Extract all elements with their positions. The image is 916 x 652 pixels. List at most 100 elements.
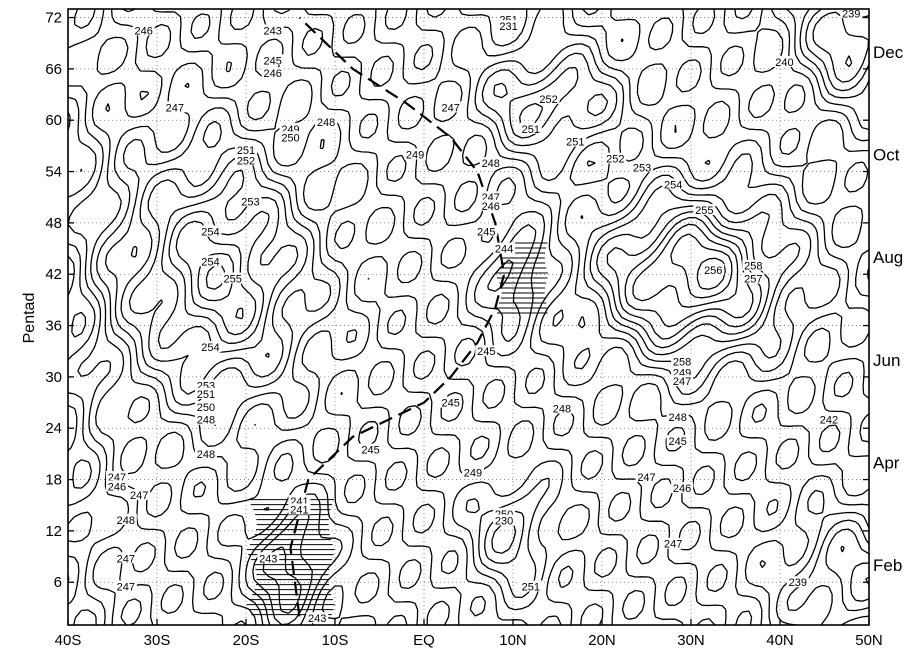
- month-label: Dec: [873, 43, 904, 62]
- contour-label-bg: [635, 470, 658, 482]
- contour-label: 257: [744, 274, 762, 286]
- contour-label-bg: [493, 507, 516, 519]
- x-tick-label: 10S: [322, 632, 349, 649]
- contour-label: 243: [259, 553, 277, 565]
- contour-label-bg: [114, 580, 137, 592]
- contour-label-bg: [693, 204, 716, 216]
- contour-line-252: [157, 102, 770, 358]
- contour-label: 247: [166, 102, 184, 114]
- contour-label: 254: [664, 179, 682, 191]
- y-tick-label: 6: [54, 574, 62, 591]
- contour-label-bg: [194, 388, 217, 399]
- contour-label-bg: [497, 20, 520, 32]
- contour-label-bg: [773, 56, 796, 68]
- contour-line-244: [68, 9, 869, 625]
- contour-label-bg: [194, 413, 217, 425]
- contour-label-bg: [817, 413, 840, 425]
- contour-label: 252: [237, 155, 255, 167]
- contour-label: 248: [482, 158, 500, 170]
- y-tick-label: 36: [45, 318, 62, 335]
- contour-label-bg: [671, 482, 694, 494]
- contour-label-bg: [279, 131, 302, 143]
- contour-label: 246: [134, 25, 152, 37]
- month-label: Jun: [873, 351, 900, 370]
- contour-label: 258: [744, 261, 762, 273]
- y-tick-label: 12: [45, 523, 62, 540]
- x-tick-label: 50N: [855, 632, 883, 649]
- y-tick-label: 24: [45, 420, 62, 437]
- contour-label-bg: [666, 435, 689, 447]
- contour-label: 251: [197, 389, 215, 401]
- contour-label-bg: [479, 191, 502, 203]
- y-tick-label: 60: [45, 112, 62, 129]
- contour-label: 258: [673, 356, 691, 368]
- contour-line-248: [96, 9, 869, 625]
- month-label: Apr: [873, 453, 900, 472]
- contour-label: 244: [495, 244, 513, 256]
- contour-label-bg: [288, 503, 311, 515]
- contour-label-bg: [261, 24, 284, 36]
- contour-label-bg: [194, 379, 217, 391]
- contour-label: 245: [477, 226, 495, 238]
- contour-label-bg: [742, 272, 765, 284]
- contour-label-bg: [221, 272, 244, 284]
- contour-label: 252: [606, 154, 624, 166]
- contour-label: 245: [477, 346, 495, 358]
- x-tick-label: 20S: [233, 632, 260, 649]
- contour-label-bg: [114, 552, 137, 564]
- contour-label: 248: [668, 412, 686, 424]
- y-tick-label: 48: [45, 215, 62, 232]
- contour-label: 247: [664, 539, 682, 551]
- contour-label: 231: [499, 21, 517, 33]
- contour-label-bg: [257, 552, 280, 564]
- contour-label-bg: [493, 242, 516, 254]
- contour-label: 246: [673, 483, 691, 495]
- contour-label-bg: [671, 366, 694, 378]
- month-label: Oct: [873, 145, 900, 164]
- x-tick-label: 30S: [144, 632, 171, 649]
- contour-label: 247: [130, 490, 148, 502]
- contour-label-bg: [461, 466, 484, 478]
- contour-label: 249: [464, 468, 482, 480]
- contour-label-bg: [519, 580, 542, 592]
- contour-label-bg: [666, 411, 689, 423]
- contour-label-bg: [306, 612, 329, 624]
- contour-label: 248: [553, 404, 571, 416]
- contour-label-bg: [662, 537, 685, 549]
- contour-label-bg: [475, 225, 498, 237]
- contour-label-bg: [786, 576, 809, 588]
- contour-label-bg: [742, 259, 765, 271]
- contour-lines: [68, 9, 869, 625]
- contour-label: 251: [522, 124, 540, 136]
- contour-label: 247: [117, 582, 135, 594]
- contour-label: 247: [117, 553, 135, 565]
- contour-label: 239: [842, 8, 860, 20]
- contour-label: 246: [264, 68, 282, 80]
- contour-label-bg: [479, 157, 502, 168]
- contour-label-bg: [475, 345, 498, 357]
- contour-label: 245: [668, 436, 686, 448]
- contour-label-bg: [671, 355, 694, 367]
- contour-label: 253: [633, 162, 651, 174]
- contour-label-bg: [671, 375, 694, 387]
- y-tick-label: 72: [45, 10, 62, 27]
- contour-label-bg: [404, 148, 427, 160]
- contour-label: 248: [117, 515, 135, 527]
- contour-label: 249: [406, 149, 424, 161]
- contour-label: 243: [308, 613, 326, 625]
- contour-label-bg: [550, 402, 573, 414]
- contour-line-257: [696, 257, 726, 290]
- contour-label: 241: [290, 505, 308, 517]
- contour-label: 252: [539, 94, 557, 106]
- contour-label: 243: [264, 25, 282, 37]
- contour-label: 251: [522, 582, 540, 594]
- contour-label: 251: [566, 137, 584, 149]
- contour-label-bg: [199, 340, 222, 352]
- contour-label-bg: [261, 54, 284, 66]
- y-tick-label: 42: [45, 266, 62, 283]
- contour-label-bg: [261, 67, 284, 79]
- contour-label-bg: [493, 514, 516, 526]
- plot-frame: [67, 8, 870, 626]
- contour-label: 246: [108, 481, 126, 493]
